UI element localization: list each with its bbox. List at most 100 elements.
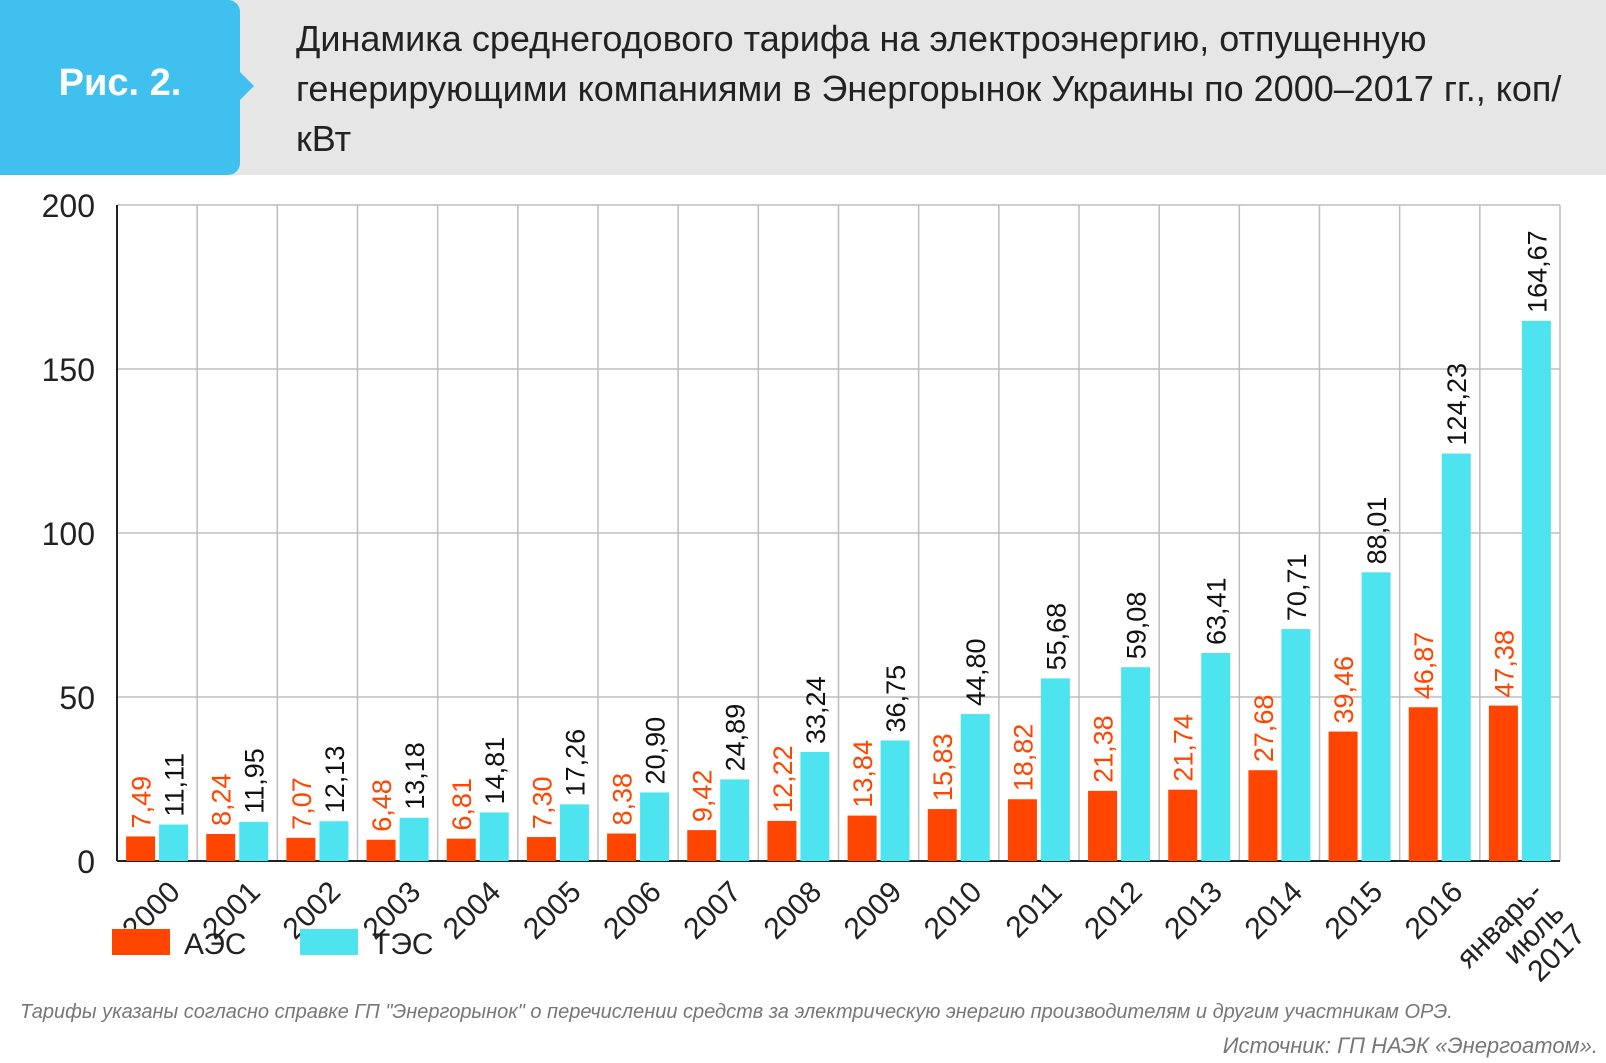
bar-aes [1408,707,1438,861]
bar-tes [399,817,429,861]
bar-tes [640,792,670,861]
data-label-aes: 46,87 [1409,632,1439,700]
data-label-aes: 12,22 [768,745,798,813]
data-label-aes: 47,38 [1489,630,1519,698]
y-tick-label: 0 [77,844,95,880]
bar-aes [126,836,156,861]
x-tick-label: 2007 [677,875,748,946]
bar-tes [1281,629,1311,861]
data-label-aes: 8,24 [207,773,237,826]
x-tick-label-line: 2015 [1319,875,1390,946]
legend-swatch-aes [112,929,170,955]
x-tick-label: 2010 [918,875,989,946]
bar-aes [1488,705,1518,861]
figure-badge-arrow [238,70,254,102]
data-label-aes: 8,38 [608,773,638,826]
data-label-aes: 9,42 [688,770,718,823]
data-label-tes: 12,13 [320,746,350,814]
bar-aes [607,833,637,861]
bar-tes [1121,667,1151,861]
data-label-aes: 7,07 [287,777,317,830]
data-label-tes: 33,24 [801,676,831,744]
x-tick-label: 2012 [1078,875,1149,946]
x-tick-label: 2004 [437,875,508,946]
bar-tes [319,821,349,861]
data-label-aes: 27,68 [1249,695,1279,763]
bar-tes [1361,572,1391,861]
chart-title: Динамика среднегодового тарифа на электр… [296,18,1562,159]
bar-aes [366,839,396,861]
data-label-aes: 39,46 [1329,656,1359,724]
bar-aes [526,837,556,861]
bar-aes [927,809,957,861]
data-label-aes: 7,49 [127,776,157,829]
bar-aes [286,837,316,861]
x-tick-label-line: 2013 [1158,875,1229,946]
data-label-tes: 124,23 [1442,363,1472,446]
bar-aes [847,815,877,861]
bar-aes [1007,799,1037,861]
y-tick-label: 200 [42,188,95,224]
data-label-aes: 7,30 [527,776,557,829]
bar-tes [159,824,189,861]
bar-tes [1201,653,1231,861]
data-label-tes: 164,67 [1522,230,1552,313]
data-label-tes: 20,90 [641,717,671,785]
data-label-tes: 88,01 [1362,497,1392,565]
legend-label-aes: АЭС [184,928,247,961]
data-label-aes: 15,83 [928,733,958,801]
x-tick-label-line: 2004 [437,875,508,946]
bar-tes [800,751,830,861]
data-label-tes: 55,68 [1041,603,1071,671]
bar-tes [559,804,589,861]
header: Рис. 2. Динамика среднегодового тарифа н… [0,0,1606,175]
x-tick-label-line: 2016 [1399,875,1470,946]
x-tick-label-line: 2014 [1239,875,1310,946]
data-label-aes: 18,82 [1008,724,1038,792]
x-tick-label: 2005 [517,875,588,946]
x-tick-label: 2013 [1158,875,1229,946]
x-tick-label-line: 2006 [597,875,668,946]
x-tick-label-line: 2011 [1000,875,1069,944]
bar-tes [880,740,910,861]
data-label-tes: 70,71 [1282,553,1312,621]
bar-aes [1088,790,1118,861]
data-label-tes: 11,95 [240,748,270,814]
data-label-tes: 24,89 [721,704,751,772]
x-tick-label: 2011 [1000,875,1069,944]
data-label-tes: 63,41 [1202,577,1232,645]
bar-tes [1521,320,1551,861]
x-tick-label-line: 2012 [1078,875,1149,946]
legend-swatch-tes [300,929,358,955]
bar-aes [767,820,797,861]
figure-badge: Рис. 2. [0,0,240,175]
x-tick-label: январь-июль2017 [1450,875,1592,1000]
x-tick-label: 2009 [838,875,909,946]
footnote: Тарифы указаны согласно справке ГП "Энер… [20,1001,1453,1023]
bar-tes [1441,453,1471,861]
x-tick-label: 2008 [758,875,829,946]
x-tick-label-line: 2007 [677,875,748,946]
data-label-tes: 14,81 [480,737,510,805]
y-tick-label: 50 [59,680,95,716]
x-tick-label: 2006 [597,875,668,946]
x-tick-label: 2014 [1239,875,1310,946]
bar-tes [239,821,269,861]
bar-aes [1248,770,1278,861]
data-label-tes: 17,26 [560,729,590,797]
data-label-tes: 59,08 [1122,592,1152,660]
data-label-tes: 13,18 [400,742,430,810]
x-tick-label: 2016 [1399,875,1470,946]
data-label-aes: 21,74 [1169,714,1199,782]
data-label-tes: 44,80 [961,638,991,706]
bar-aes [687,830,717,861]
x-tick-label-line: 2005 [517,875,588,946]
x-tick-label: 2015 [1319,875,1390,946]
bar-tes [479,812,509,861]
data-label-aes: 13,84 [848,740,878,808]
bar-aes [1328,731,1358,861]
bar-aes [446,838,476,861]
bar-tes [960,714,990,861]
data-label-aes: 6,81 [447,778,477,831]
